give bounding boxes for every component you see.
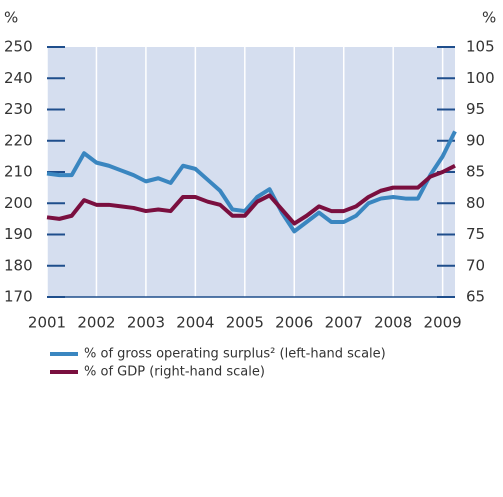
y2-tick-label: 95 bbox=[466, 100, 485, 118]
x-tick-label: 2006 bbox=[275, 314, 313, 332]
x-tick-label: 2009 bbox=[424, 314, 462, 332]
x-tick-label: 2008 bbox=[374, 314, 412, 332]
y2-tick-label: 100 bbox=[466, 69, 495, 87]
y2-tick-label: 105 bbox=[466, 38, 495, 56]
y2-tick-label: 70 bbox=[466, 256, 485, 274]
x-tick-label: 2002 bbox=[77, 314, 115, 332]
y-tick-label: 180 bbox=[4, 256, 33, 274]
plot-background bbox=[47, 47, 455, 297]
line-series bbox=[46, 163, 456, 226]
x-tick-label: 2004 bbox=[176, 314, 214, 332]
y-tick-label: 200 bbox=[4, 194, 33, 212]
legend-label: % of gross operating surplus² (left-hand… bbox=[84, 347, 386, 362]
y-tick-label: 240 bbox=[4, 69, 33, 87]
x-tick-label: 2007 bbox=[325, 314, 363, 332]
x-tick-label: 2001 bbox=[28, 314, 66, 332]
y-tick-label: 220 bbox=[4, 131, 33, 149]
line-series bbox=[46, 130, 457, 234]
y-tick-label: 170 bbox=[4, 288, 33, 306]
x-tick-label: 2005 bbox=[226, 314, 264, 332]
y2-axis-label: % bbox=[482, 9, 496, 27]
y-tick-label: 250 bbox=[4, 38, 33, 56]
y2-tick-label: 90 bbox=[466, 131, 485, 149]
y2-tick-label: 85 bbox=[466, 163, 485, 181]
legend-label: % of GDP (right-hand scale) bbox=[84, 365, 265, 380]
y-axis-label: % bbox=[4, 9, 18, 27]
y-tick-label: 190 bbox=[4, 225, 33, 243]
y-tick-label: 210 bbox=[4, 163, 33, 181]
y-tick-label: 230 bbox=[4, 100, 33, 118]
y2-tick-label: 65 bbox=[466, 288, 485, 306]
y2-tick-label: 75 bbox=[466, 225, 485, 243]
y2-tick-label: 80 bbox=[466, 194, 485, 212]
x-tick-label: 2003 bbox=[127, 314, 165, 332]
